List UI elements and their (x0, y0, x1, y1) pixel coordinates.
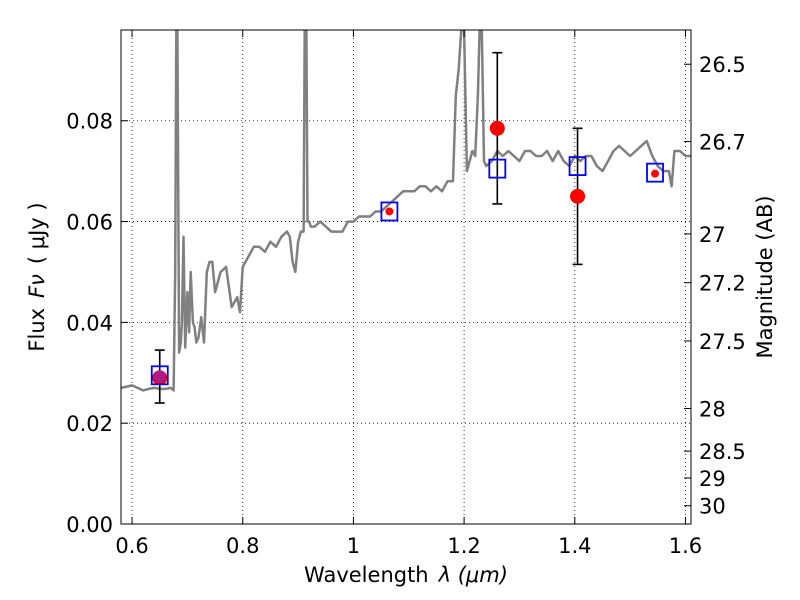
y2-tick-label: 28 (699, 398, 726, 422)
series-layer (121, 30, 691, 392)
y-tick-label: 0.06 (66, 211, 113, 235)
x-tick-label: 1 (347, 534, 360, 558)
x-axis-label-text: Wavelength (304, 563, 429, 587)
model-spectrum-line (121, 30, 691, 392)
y-tick-label: 0.04 (66, 311, 113, 335)
plot-area (121, 30, 691, 524)
model-photometry-point (568, 156, 587, 177)
model-photometry-point (150, 365, 169, 386)
y2-axis-label: Magnitude (AB) (753, 195, 777, 358)
x-tick-label: 1.2 (447, 534, 480, 558)
y2-tick-label: 27.5 (699, 330, 746, 354)
y2-tick-label: 27.2 (699, 272, 746, 296)
observed-flux-point (651, 169, 660, 178)
y2-tick-label: 30 (699, 495, 726, 519)
x-tick-label: 1.6 (669, 534, 702, 558)
ticks: 0.6 0.8 1 1.2 1.4 1.6 0.00 0.02 0.04 0.06 0.08 26.5… (66, 30, 746, 558)
y-tick-label: 0.02 (66, 412, 113, 436)
observed-flux-point (570, 188, 586, 204)
y2-tick-label: 27 (699, 223, 726, 247)
x-axis-label-symbol: λ (μm) (438, 563, 508, 587)
y-axis-label-unit: ( μJy ) (25, 202, 49, 264)
observed-flux-point (385, 207, 394, 216)
y-axis-label: Flux Fν ( μJy ) (25, 202, 49, 351)
y-axis-label-symbol: Fν (25, 274, 49, 298)
y2-tick-label: 29 (699, 467, 726, 491)
observed-flux-point (489, 120, 505, 136)
marker-layer (150, 51, 664, 404)
model-photometry-point (488, 158, 507, 179)
y-tick-label: 0.00 (66, 513, 113, 537)
model-photometry-point (646, 162, 664, 183)
plot-frame (120, 29, 692, 525)
x-axis-label: Wavelength λ (μm) (304, 563, 508, 587)
y-tick-label: 0.08 (66, 110, 113, 134)
overlap-point (153, 370, 166, 383)
x-tick-label: 0.6 (115, 534, 148, 558)
model-photometry-point (380, 201, 399, 222)
y-axis-label-text: Flux (25, 308, 49, 352)
x-tick-label: 0.8 (226, 534, 259, 558)
y2-tick-label: 26.7 (699, 131, 746, 155)
y2-tick-label: 26.5 (699, 53, 746, 77)
y2-tick-label: 28.5 (699, 440, 746, 464)
x-tick-label: 1.4 (558, 534, 591, 558)
